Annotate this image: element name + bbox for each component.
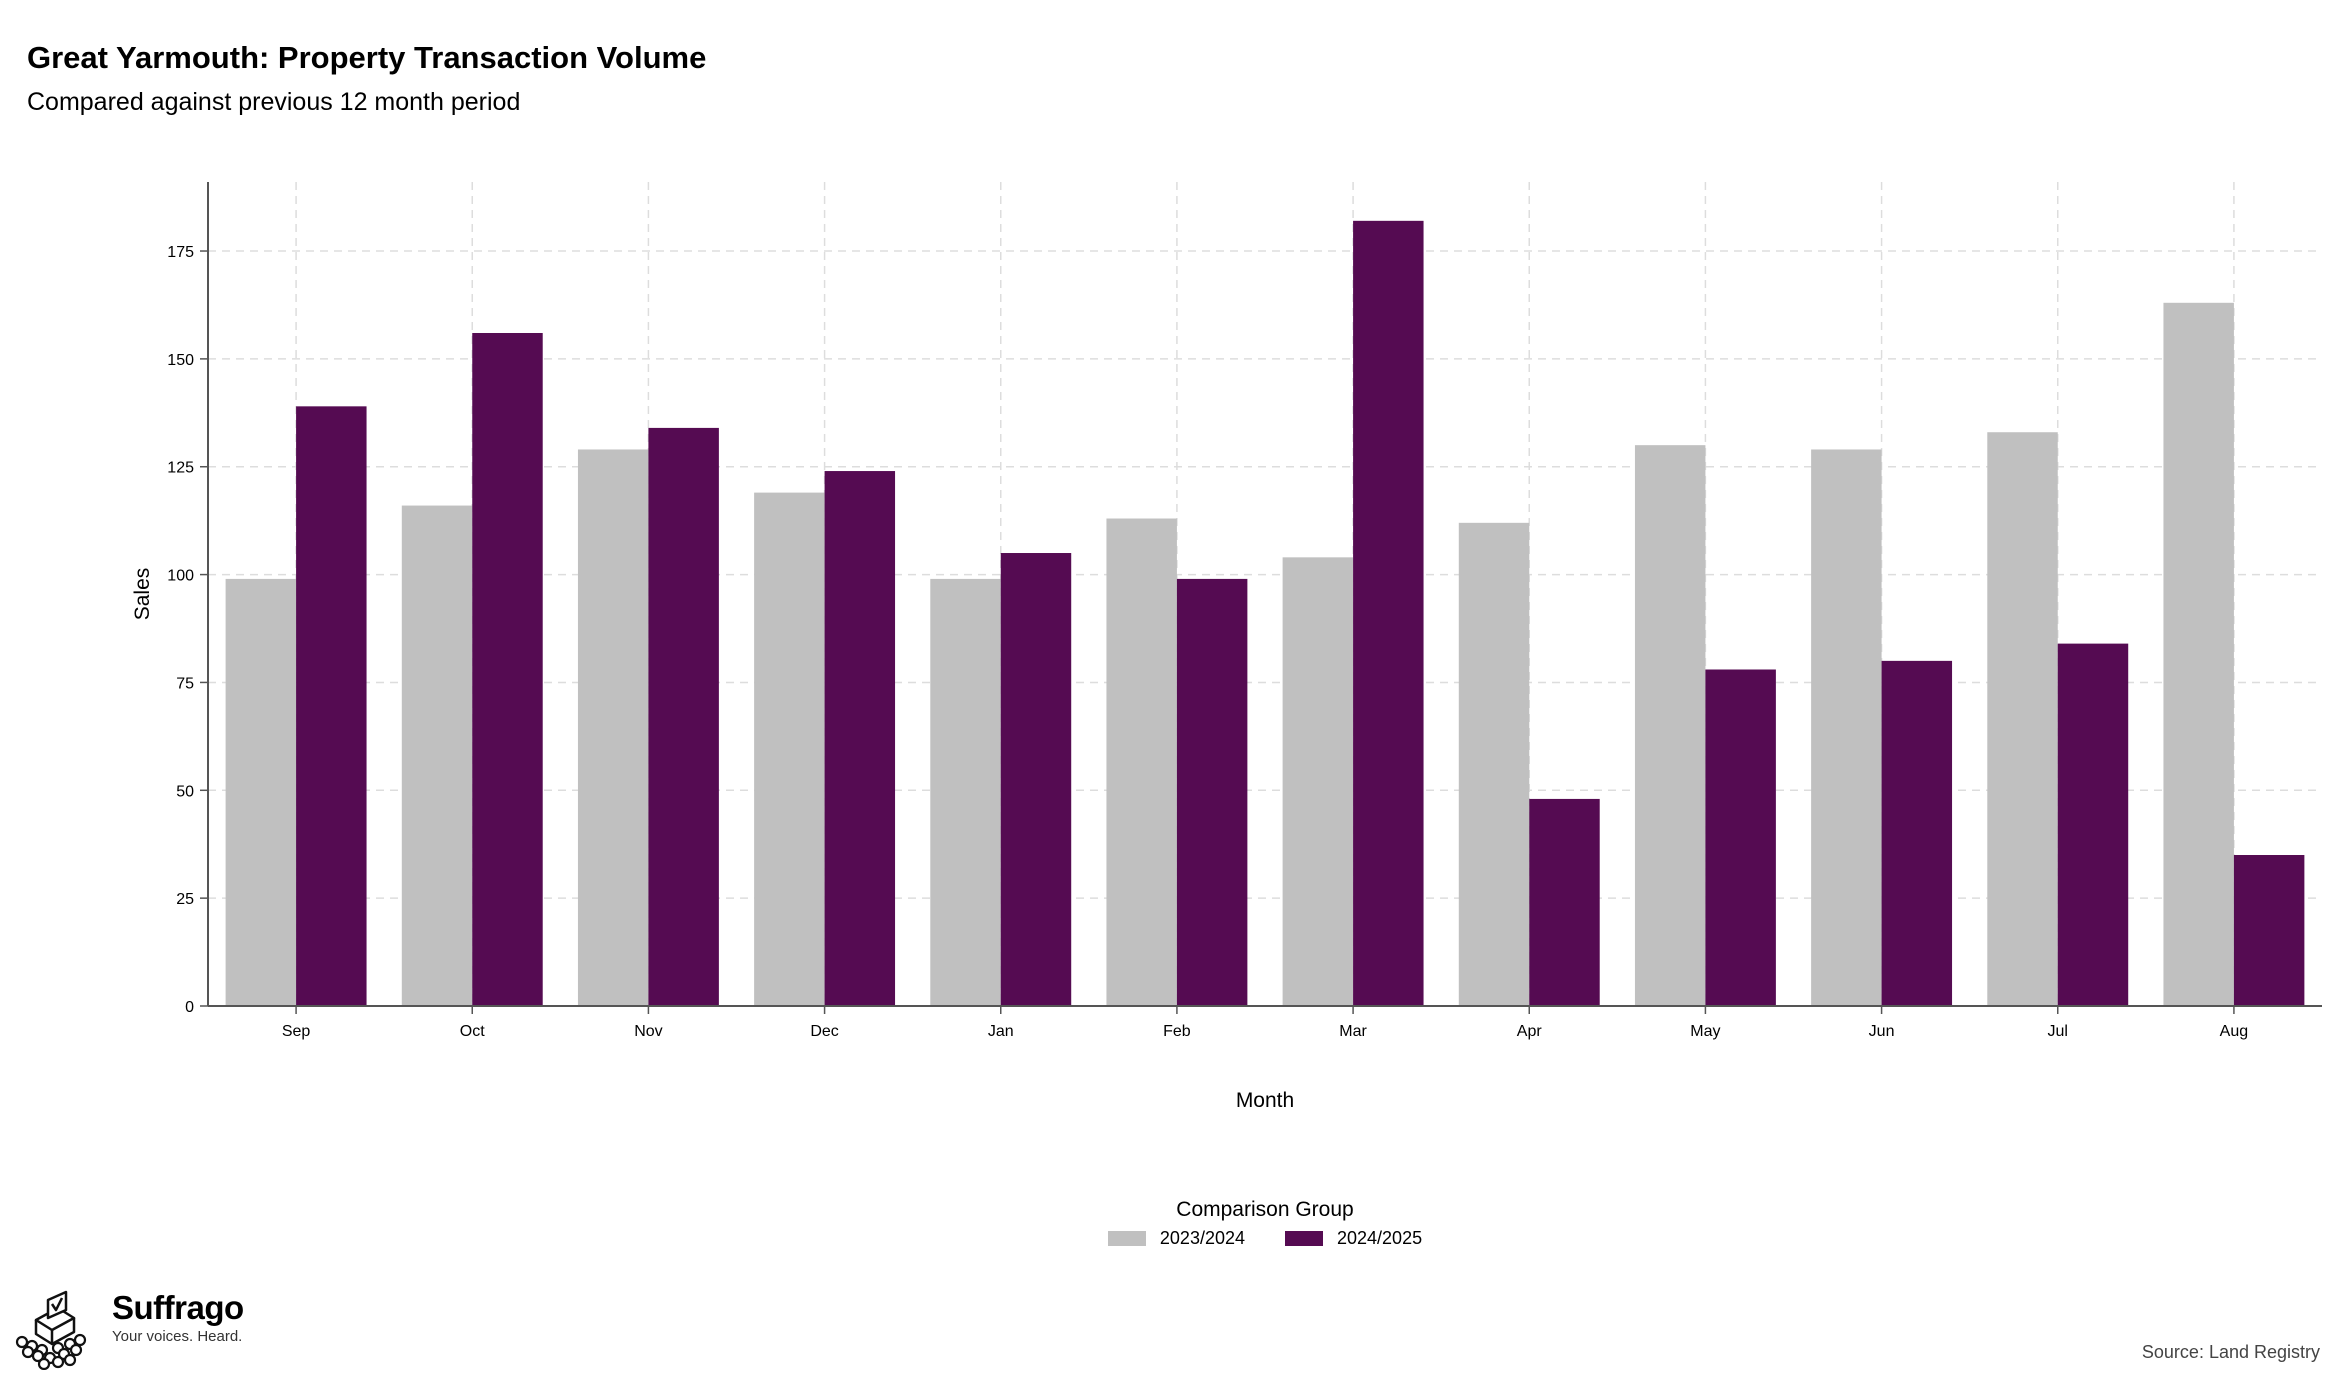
x-tick-label: May bbox=[1690, 1023, 1720, 1040]
y-tick-label: 75 bbox=[176, 675, 194, 692]
legend-label-2023-2024: 2023/2024 bbox=[1159, 1228, 1245, 1248]
bar-2023-2024-dec bbox=[754, 492, 825, 1006]
brand-name: Suffrago bbox=[112, 1289, 244, 1326]
source-note: Source: Land Registry bbox=[2141, 1342, 2320, 1362]
axes: 0 25 50 75 100 125 150 175 Sep Oct Nov Dec Jan Feb Mar… bbox=[167, 182, 2322, 1040]
bar-2024-2025-mar bbox=[1353, 220, 1424, 1007]
bar-2024-2025-jan bbox=[1000, 553, 1072, 1006]
x-tick-label: Jan bbox=[988, 1023, 1014, 1040]
y-axis-label: Sales bbox=[131, 568, 154, 621]
x-tick-label: Jul bbox=[2048, 1023, 2068, 1040]
bar-2023-2024-feb bbox=[1106, 518, 1177, 1006]
bar-2023-2024-jan bbox=[930, 578, 1001, 1006]
brand-tagline: Your voices. Heard. bbox=[112, 1328, 243, 1346]
bar-2024-2025-may bbox=[1705, 669, 1776, 1006]
bar-2024-2025-feb bbox=[1176, 578, 1248, 1006]
x-tick-label: Nov bbox=[634, 1023, 662, 1040]
legend-label-2024-2025: 2024/2025 bbox=[1337, 1228, 1423, 1248]
x-tick-label: Jun bbox=[1869, 1023, 1895, 1040]
bar-2024-2025-nov bbox=[648, 427, 719, 1006]
bar-2023-2024-jul bbox=[1987, 432, 2058, 1006]
legend-swatch-2023-2024 bbox=[1107, 1231, 1146, 1246]
bar-2023-2024-may bbox=[1634, 445, 1706, 1006]
x-tick-label: Dec bbox=[810, 1023, 838, 1040]
brand-logo: Suffrago Your voices. Heard. bbox=[14, 1289, 244, 1370]
bar-2023-2024-aug bbox=[2163, 302, 2234, 1007]
x-tick-label: Sep bbox=[282, 1023, 311, 1040]
x-tick-label: Feb bbox=[1163, 1023, 1191, 1040]
x-axis-label: Month bbox=[1236, 1089, 1294, 1112]
bars bbox=[225, 220, 2305, 1007]
bar-2023-2024-apr bbox=[1458, 522, 1530, 1006]
y-tick-label: 100 bbox=[167, 568, 194, 585]
bar-2023-2024-jun bbox=[1811, 449, 1882, 1006]
legend-item-2023-2024: 2023/2024 bbox=[1107, 1228, 1245, 1249]
legend-title: Comparison Group bbox=[1176, 1198, 1354, 1221]
y-tick-label: 150 bbox=[167, 352, 194, 369]
bar-chart: 0 25 50 75 100 125 150 175 Sep Oct Nov Dec Jan Feb Mar… bbox=[131, 182, 2322, 1112]
x-tick-label: Oct bbox=[460, 1023, 485, 1040]
ballot-box-crowd-icon bbox=[15, 1290, 87, 1370]
chart-subtitle: Compared against previous 12 month perio… bbox=[27, 88, 521, 116]
x-tick-label: Mar bbox=[1339, 1023, 1367, 1040]
y-tick-label: 0 bbox=[185, 999, 194, 1016]
bar-2023-2024-sep bbox=[225, 578, 297, 1006]
bar-2024-2025-dec bbox=[824, 471, 896, 1006]
bar-2023-2024-mar bbox=[1282, 557, 1354, 1006]
bar-2024-2025-oct bbox=[472, 332, 543, 1006]
bar-2023-2024-oct bbox=[401, 505, 473, 1006]
y-tick-label: 50 bbox=[176, 783, 194, 800]
chart-title: Great Yarmouth: Property Transaction Vol… bbox=[27, 40, 707, 75]
bar-2024-2025-jul bbox=[2057, 643, 2129, 1006]
bar-2023-2024-nov bbox=[577, 449, 649, 1006]
legend: Comparison Group 2023/2024 2024/2025 bbox=[1000, 1198, 1530, 1249]
bar-2024-2025-sep bbox=[296, 406, 367, 1006]
bar-2024-2025-jun bbox=[1881, 660, 1953, 1006]
y-tick-label: 25 bbox=[176, 891, 194, 908]
y-tick-label: 125 bbox=[167, 460, 194, 477]
legend-item-2024-2025: 2024/2025 bbox=[1285, 1228, 1422, 1249]
bar-2024-2025-apr bbox=[1529, 798, 1600, 1006]
legend-swatch-2024-2025 bbox=[1285, 1231, 1323, 1246]
x-tick-label: Apr bbox=[1517, 1023, 1543, 1040]
x-tick-label: Aug bbox=[2220, 1023, 2248, 1040]
y-tick-label: 175 bbox=[167, 244, 194, 261]
bar-2024-2025-aug bbox=[2233, 855, 2305, 1006]
